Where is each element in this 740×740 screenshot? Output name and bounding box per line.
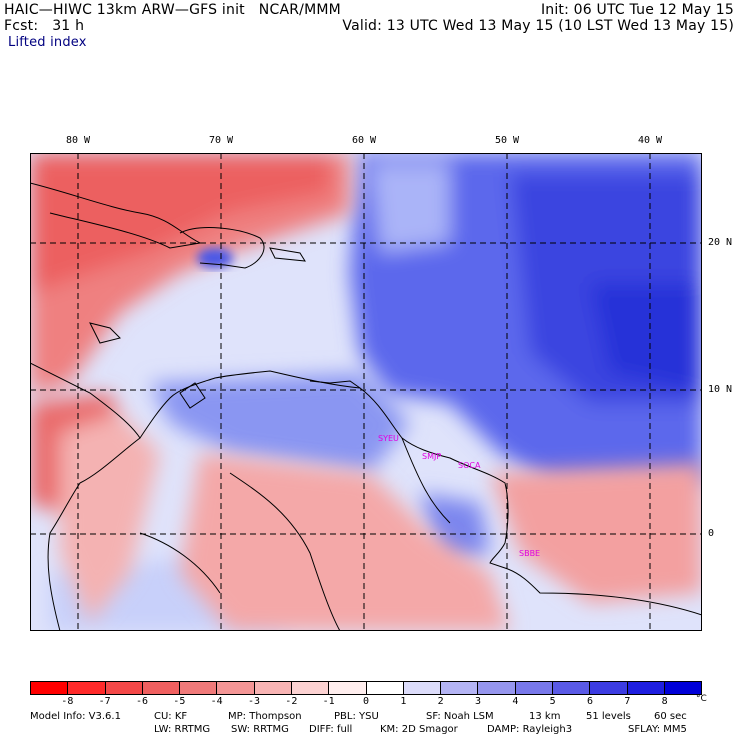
forecast-hour: Fcst: 31 h bbox=[4, 18, 85, 34]
colorbar-tick-label: -5 bbox=[173, 696, 186, 707]
field-name: Lifted index bbox=[8, 35, 87, 50]
model-info-sflay: SFLAY: MM5 bbox=[628, 724, 687, 735]
lon-label-40w: 40 W bbox=[638, 135, 663, 146]
model-title: HAIC—HIWC 13km ARW—GFS init NCAR/MMM bbox=[4, 2, 341, 18]
colorbar-tick-label: -4 bbox=[210, 696, 223, 707]
colorbar-cell bbox=[68, 682, 106, 694]
colorbar-tick-label: 4 bbox=[512, 696, 519, 707]
model-info-km: KM: 2D Smagor bbox=[380, 724, 458, 735]
model-info-timestep: 60 sec bbox=[654, 711, 687, 722]
colorbar-tick-label: 0 bbox=[362, 696, 370, 707]
colorbar-tick-label: -8 bbox=[61, 696, 74, 707]
lat-label-0: 0 bbox=[708, 528, 715, 539]
lat-label-10n: 10 N bbox=[708, 384, 733, 395]
colorbar-tick-label: 3 bbox=[474, 696, 482, 707]
colorbar-tick-label: -6 bbox=[135, 696, 149, 707]
colorbar-cell bbox=[217, 682, 255, 694]
colorbar-cell bbox=[366, 682, 404, 694]
lon-label-60w: 60 W bbox=[352, 135, 377, 146]
model-info-levels: 51 levels bbox=[586, 711, 631, 722]
colorbar-cell bbox=[478, 682, 516, 694]
lat-label-20n: 20 N bbox=[708, 237, 733, 248]
colorbar-cell bbox=[105, 682, 143, 694]
colorbar-tick-label: -7 bbox=[98, 696, 111, 707]
map-frame bbox=[30, 153, 702, 631]
lon-label-80w: 80 W bbox=[66, 135, 91, 146]
colorbar-cell bbox=[441, 682, 479, 694]
init-time: Init: 06 UTC Tue 12 May 15 bbox=[540, 2, 734, 18]
model-info-sw: SW: RRTMG bbox=[231, 724, 289, 735]
colorbar-cell bbox=[664, 682, 702, 694]
colorbar-tick-label: 8 bbox=[661, 696, 668, 707]
model-info-pbl: PBL: YSU bbox=[334, 711, 379, 722]
model-info-sf: SF: Noah LSM bbox=[426, 711, 494, 722]
lifted-index-map: SYEU SMJP SOCA SBBE bbox=[30, 153, 702, 631]
colorbar-tick-label: -2 bbox=[285, 696, 298, 707]
colorbar-unit: °C bbox=[696, 694, 707, 704]
model-info-mp: MP: Thompson bbox=[228, 711, 302, 722]
colorbar-cell bbox=[627, 682, 665, 694]
colorbar-cell bbox=[590, 682, 628, 694]
model-info-version: Model Info: V3.6.1 bbox=[30, 711, 121, 722]
station-sbbe: SBBE bbox=[519, 549, 540, 558]
station-syeu: SYEU bbox=[378, 434, 399, 443]
valid-time: Valid: 13 UTC Wed 13 May 15 (10 LST Wed … bbox=[342, 18, 734, 34]
colorbar-tick-label: 6 bbox=[586, 696, 594, 707]
colorbar-cell bbox=[31, 682, 69, 694]
colorbar-tick-label: 1 bbox=[400, 696, 407, 707]
colorbar-cell bbox=[329, 682, 367, 694]
model-info-resolution: 13 km bbox=[529, 711, 561, 722]
colorbar-cell bbox=[403, 682, 442, 694]
model-info-cu: CU: KF bbox=[154, 711, 188, 722]
station-soca: SOCA bbox=[458, 461, 481, 470]
station-smjp: SMJP bbox=[422, 452, 441, 461]
model-info-diff: DIFF: full bbox=[309, 724, 353, 735]
colorbar-tick-label: 2 bbox=[437, 696, 444, 707]
colorbar-cell bbox=[515, 682, 553, 694]
colorbar-cell bbox=[180, 682, 218, 694]
colorbar-cell bbox=[552, 682, 591, 694]
colorbar-tick-label: -1 bbox=[322, 696, 335, 707]
colorbar-tick-label: -3 bbox=[247, 696, 261, 707]
colorbar-cell bbox=[291, 682, 330, 694]
lat-lon-grid bbox=[30, 153, 702, 631]
colorbar-cell bbox=[142, 682, 181, 694]
colorbar-tick-label: 7 bbox=[624, 696, 631, 707]
colorbar-cell bbox=[254, 682, 292, 694]
lon-label-50w: 50 W bbox=[495, 135, 520, 146]
coastlines bbox=[30, 182, 702, 631]
colorbar-tick-label: 5 bbox=[549, 696, 556, 707]
model-info-damp: DAMP: Rayleigh3 bbox=[487, 724, 573, 735]
lon-label-70w: 70 W bbox=[209, 135, 234, 146]
colorbar bbox=[30, 681, 702, 695]
negative-region bbox=[30, 153, 702, 631]
model-info-lw: LW: RRTMG bbox=[154, 724, 211, 735]
